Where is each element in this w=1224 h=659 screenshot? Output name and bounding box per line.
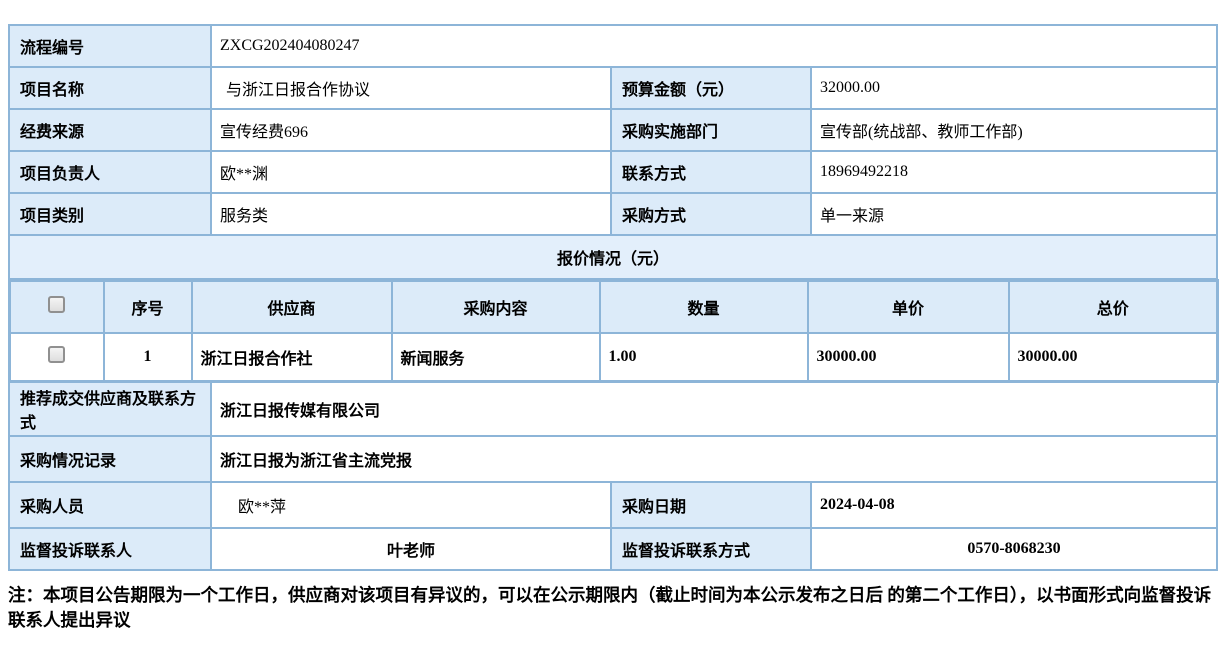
process-number-value: ZXCG202404080247: [209, 24, 1219, 68]
purchase-record-label: 采购情况记录: [8, 435, 212, 483]
qty-value: 1.00: [598, 332, 809, 383]
project-category-value: 服务类: [210, 192, 612, 236]
recommended-supplier-label: 推荐成交供应商及联系方式: [8, 381, 212, 437]
supervision-phone-label: 监督投诉联系方式: [610, 527, 812, 571]
project-category-label: 项目类别: [8, 192, 212, 236]
row-purchase-record: 采购情况记录 浙江日报为浙江省主流党报: [8, 435, 1219, 483]
result-info-table: 推荐成交供应商及联系方式 浙江日报传媒有限公司 采购情况记录 浙江日报为浙江省主…: [8, 381, 1219, 571]
process-number-label: 流程编号: [8, 24, 212, 68]
quotation-section-row: 报价情况（元）: [7, 234, 1219, 281]
quotation-table: 序号 供应商 采购内容 数量 单价 总价 1 浙江日报合作社 新闻服务 1.00…: [8, 279, 1219, 383]
row-select-checkbox[interactable]: [48, 346, 66, 363]
row-category-method: 项目类别 服务类 采购方式 单一来源: [8, 192, 1219, 236]
contact-value: 18969492218: [809, 150, 1219, 194]
row-supervision-contact: 监督投诉联系人 叶老师 监督投诉联系方式 0570-8068230: [8, 527, 1219, 571]
row-leader-contact: 项目负责人 欧**渊 联系方式 18969492218: [8, 150, 1219, 194]
supervision-contact-label: 监督投诉联系人: [8, 527, 212, 571]
row-buyer-date: 采购人员 欧**萍 采购日期 2024-04-08: [8, 481, 1219, 529]
content-value: 新闻服务: [390, 332, 601, 383]
project-leader-label: 项目负责人: [8, 150, 212, 194]
seq-header: 序号: [102, 279, 193, 334]
total-price-header: 总价: [1007, 279, 1219, 334]
announcement-note: 注：本项目公告期限为一个工作日，供应商对该项目有异议的，可以在公示期限内（截止时…: [8, 585, 1212, 631]
unit-price-value: 30000.00: [806, 332, 1010, 383]
purchase-record-value: 浙江日报为浙江省主流党报: [209, 435, 1219, 483]
qty-header: 数量: [598, 279, 809, 334]
procurement-announcement: 流程编号 ZXCG202404080247 项目名称 与浙江日报合作协议 预算金…: [7, 24, 1219, 634]
row-select-cell: [8, 332, 105, 383]
buyer-label: 采购人员: [8, 481, 212, 529]
supervision-contact-value: 叶老师: [210, 527, 612, 571]
row-recommended-supplier: 推荐成交供应商及联系方式 浙江日报传媒有限公司: [8, 381, 1219, 437]
select-all-cell: [8, 279, 105, 334]
project-name-value: 与浙江日报合作协议: [210, 66, 612, 110]
purchasing-department-value: 宣传部(统战部、教师工作部): [809, 108, 1219, 152]
supplier-value: 浙江日报合作社: [190, 332, 393, 383]
total-price-value: 30000.00: [1007, 332, 1219, 383]
seq-value: 1: [102, 332, 193, 383]
budget-label: 预算金额（元）: [610, 66, 812, 110]
project-info-table: 流程编号 ZXCG202404080247 项目名称 与浙江日报合作协议 预算金…: [7, 24, 1219, 281]
purchase-date-value: 2024-04-08: [809, 481, 1219, 529]
supplier-header: 供应商: [190, 279, 393, 334]
fund-source-value: 宣传经费696: [210, 108, 612, 152]
purchase-method-value: 单一来源: [809, 192, 1219, 236]
purchasing-department-label: 采购实施部门: [610, 108, 812, 152]
project-name-label: 项目名称: [8, 66, 212, 110]
quotation-section-title: 报价情况（元）: [7, 234, 1219, 281]
quotation-row: 1 浙江日报合作社 新闻服务 1.00 30000.00 30000.00: [8, 332, 1219, 383]
select-all-checkbox[interactable]: [48, 296, 66, 313]
content-header: 采购内容: [390, 279, 601, 334]
quotation-header-row: 序号 供应商 采购内容 数量 单价 总价: [8, 279, 1219, 334]
row-process-number: 流程编号 ZXCG202404080247: [8, 24, 1219, 68]
unit-price-header: 单价: [806, 279, 1010, 334]
supervision-phone-value: 0570-8068230: [809, 527, 1219, 571]
purchase-date-label: 采购日期: [610, 481, 812, 529]
purchase-method-label: 采购方式: [610, 192, 812, 236]
row-project-name-budget: 项目名称 与浙江日报合作协议 预算金额（元） 32000.00: [8, 66, 1219, 110]
contact-label: 联系方式: [610, 150, 812, 194]
fund-source-label: 经费来源: [8, 108, 212, 152]
recommended-supplier-value: 浙江日报传媒有限公司: [209, 381, 1219, 437]
project-leader-value: 欧**渊: [210, 150, 612, 194]
row-fund-source-department: 经费来源 宣传经费696 采购实施部门 宣传部(统战部、教师工作部): [8, 108, 1219, 152]
buyer-value: 欧**萍: [210, 481, 612, 529]
budget-value: 32000.00: [809, 66, 1219, 110]
